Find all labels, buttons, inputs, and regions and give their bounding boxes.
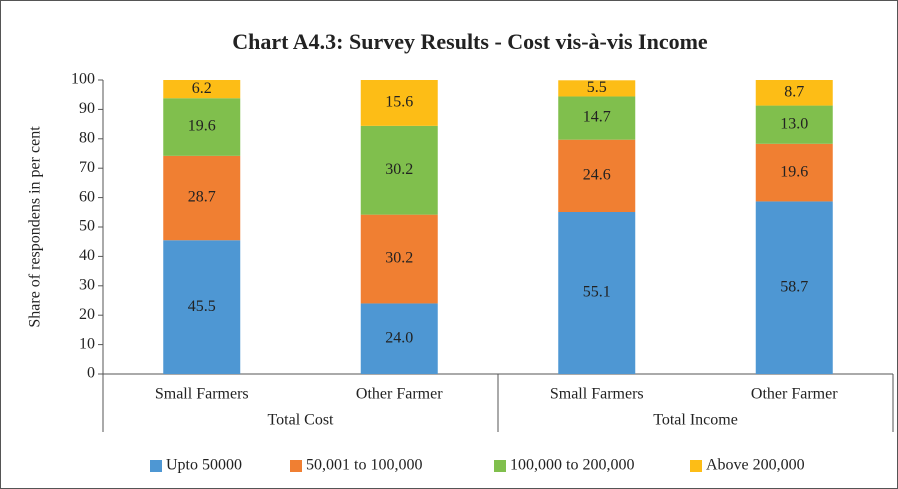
y-tick-label: 100 xyxy=(71,71,95,88)
y-tick-label: 30 xyxy=(79,276,95,293)
data-label: 28.7 xyxy=(188,189,216,206)
x-tick-label: Small Farmers xyxy=(155,386,249,403)
bar-segment xyxy=(755,143,833,202)
data-label: 55.1 xyxy=(583,284,611,301)
chart-title: Chart A4.3: Survey Results - Cost vis-à-… xyxy=(232,29,708,54)
legend-label: Above 200,000 xyxy=(706,457,805,474)
data-label: 30.2 xyxy=(385,161,413,178)
group-label: Total Income xyxy=(653,412,738,429)
legend-label: 50,001 to 100,000 xyxy=(306,457,422,474)
data-label: 45.5 xyxy=(188,298,216,315)
bar-segment xyxy=(163,240,241,374)
y-tick-label: 10 xyxy=(79,335,95,352)
y-tick-label: 50 xyxy=(79,218,95,235)
y-tick-label: 90 xyxy=(79,100,95,117)
bar-segment xyxy=(755,105,833,144)
bar-segment xyxy=(163,80,241,99)
y-tick-label: 70 xyxy=(79,159,95,176)
legend-swatch xyxy=(690,460,702,472)
data-label: 24.0 xyxy=(385,329,413,346)
bar-segment xyxy=(163,155,241,241)
x-tick-label: Small Farmers xyxy=(550,386,644,403)
bar-segment xyxy=(558,139,636,213)
bar-segment xyxy=(558,212,636,374)
data-label: 15.6 xyxy=(385,94,413,111)
data-label: 30.2 xyxy=(385,250,413,267)
data-label: 8.7 xyxy=(784,83,804,100)
legend-swatch xyxy=(290,460,302,472)
bar-segment xyxy=(558,80,636,97)
data-label: 24.6 xyxy=(583,167,611,184)
data-label: 5.5 xyxy=(587,79,607,96)
y-tick-label: 20 xyxy=(79,306,95,323)
bar-segment xyxy=(755,80,833,106)
y-axis-label: Share of respondens in per cent xyxy=(27,126,44,328)
x-tick-label: Other Farmer xyxy=(356,386,443,403)
data-label: 19.6 xyxy=(780,163,808,180)
data-label: 6.2 xyxy=(192,80,212,97)
data-label: 19.6 xyxy=(188,118,216,135)
bar-segment xyxy=(558,96,636,140)
y-tick-label: 0 xyxy=(87,365,95,382)
bar-segment xyxy=(360,303,438,374)
bar-segment xyxy=(755,201,833,374)
legend-swatch xyxy=(150,460,162,472)
data-label: 13.0 xyxy=(780,115,808,132)
data-label: 14.7 xyxy=(583,109,611,126)
x-tick-label: Other Farmer xyxy=(751,386,838,403)
y-tick-label: 60 xyxy=(79,188,95,205)
legend-swatch xyxy=(494,460,506,472)
data-label: 58.7 xyxy=(780,278,808,295)
bar-segment xyxy=(163,98,241,156)
legend-label: Upto 50000 xyxy=(166,457,242,474)
legend-label: 100,000 to 200,000 xyxy=(510,457,634,474)
y-tick-label: 80 xyxy=(79,129,95,146)
group-label: Total Cost xyxy=(268,412,335,429)
bar-segment xyxy=(360,125,438,215)
bar-segment xyxy=(360,80,438,126)
bar-segment xyxy=(360,214,438,304)
y-tick-label: 40 xyxy=(79,247,95,264)
